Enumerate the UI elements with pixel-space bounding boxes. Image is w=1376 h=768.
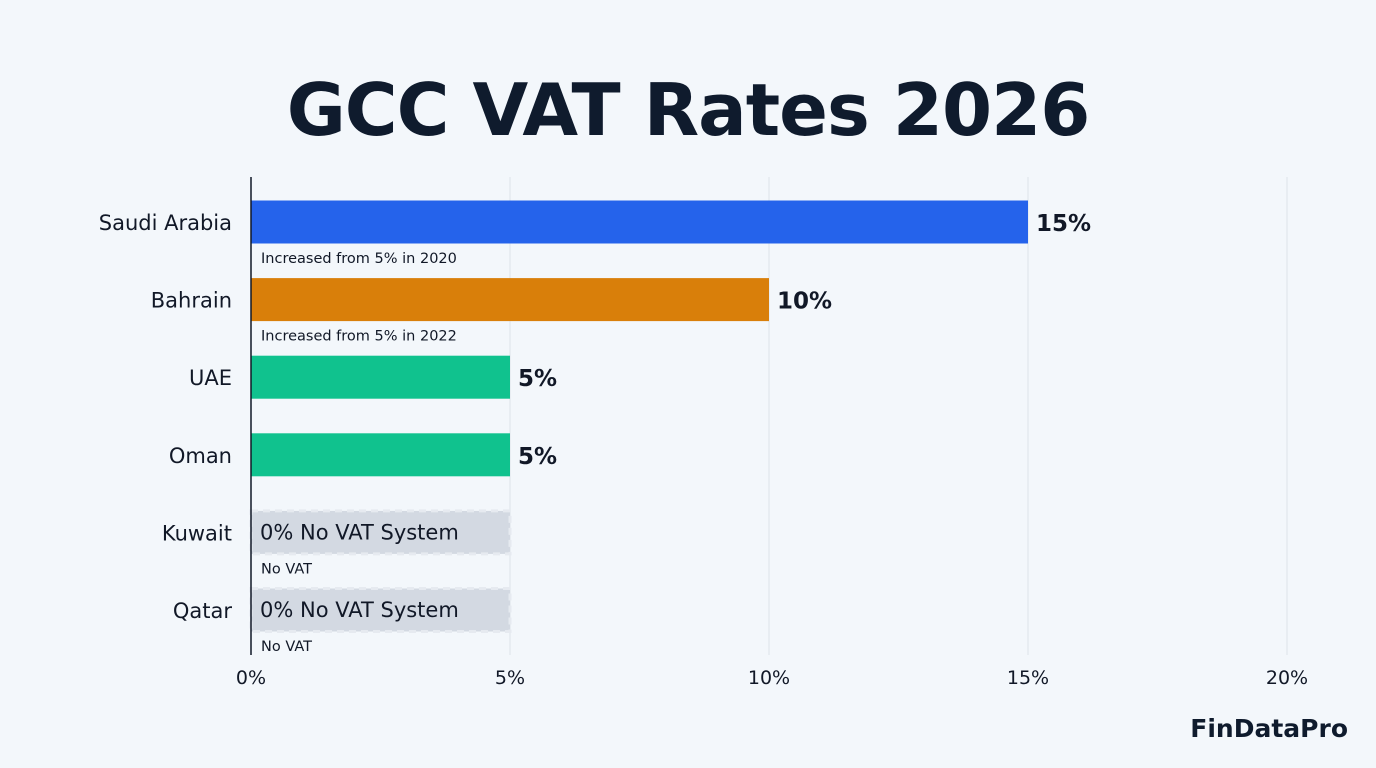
bar-annotation: Increased from 5% in 2020 (261, 251, 457, 267)
x-tick-label: 0% (236, 667, 266, 689)
category-label: Oman (169, 444, 232, 468)
brand-logo-text: FinDataPro (1190, 714, 1348, 743)
category-label: Bahrain (151, 289, 232, 313)
bar-value-label: 10% (777, 289, 832, 315)
no-vat-label: 0% No VAT System (260, 598, 459, 622)
bar-annotation: No VAT (261, 639, 312, 655)
chart-title: GCC VAT Rates 2026 (286, 68, 1091, 152)
x-tick-label: 10% (748, 667, 790, 689)
x-tick-label: 5% (495, 667, 525, 689)
bar (251, 355, 510, 399)
category-label: Qatar (173, 599, 233, 623)
x-tick-label: 20% (1266, 667, 1308, 689)
bar-value-label: 5% (518, 366, 557, 392)
bar-value-label: 15% (1036, 211, 1091, 237)
category-label: Kuwait (162, 521, 232, 545)
bar (251, 278, 769, 322)
bar (251, 433, 510, 477)
x-tick-label: 15% (1007, 667, 1049, 689)
bar-annotation: No VAT (261, 561, 312, 577)
no-vat-label: 0% No VAT System (260, 520, 459, 544)
bar-annotation: Increased from 5% in 2022 (261, 329, 457, 345)
bar (251, 200, 1028, 244)
category-label: Saudi Arabia (99, 211, 232, 235)
bar-value-label: 5% (518, 444, 557, 470)
category-label: UAE (189, 366, 232, 390)
